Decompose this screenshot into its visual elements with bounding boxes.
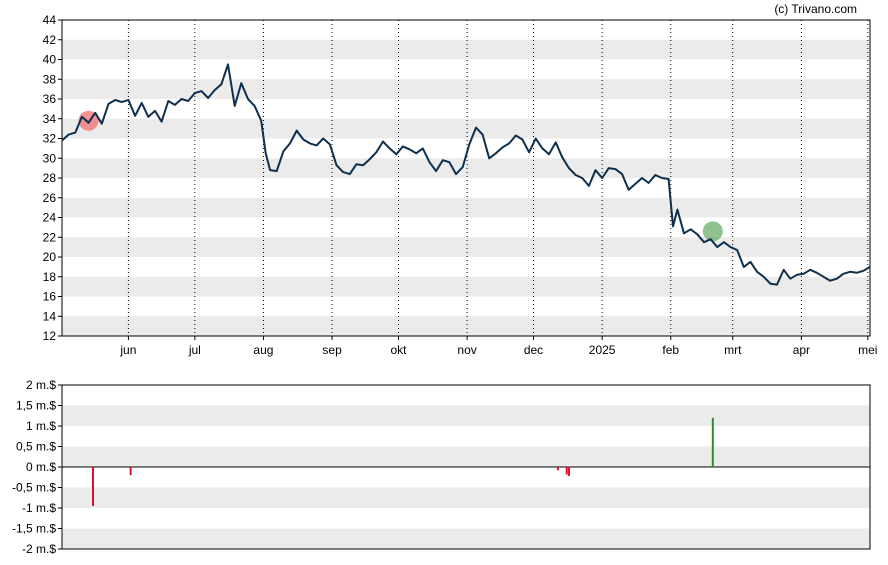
price-line [61,63,871,286]
volume-bars [91,417,714,506]
month-tick-label: sep [322,343,342,357]
month-tick-label: dec [524,343,543,357]
price-y-tick-label: 40 [43,53,57,67]
volume-y-tick-label: 0 m.$ [26,460,56,474]
volume-bands [62,405,870,549]
volume-band [62,528,870,549]
price-bands [62,39,870,336]
price-y-tick-label: 28 [43,171,57,185]
price-y-tick-label: 42 [43,33,57,47]
price-y-tick-label: 30 [43,151,57,165]
price-y-tick-label: 32 [43,132,57,146]
volume-y-tick-label: 0,5 m.$ [16,440,56,454]
month-tick-label: aug [253,343,273,357]
month-tick-label: mrt [724,343,742,357]
volume-y-tick-label: 1 m.$ [26,419,56,433]
month-tick-label: nov [457,343,476,357]
price-y-axis: 12 14 16 18 20 22 24 26 28 30 32 34 36 38 40 42 44 [43,13,62,343]
month-axis: jun jul aug sep okt nov dec 2025 feb mrt apr mei [119,336,877,357]
price-y-tick-label: 20 [43,250,57,264]
price-band [62,197,870,218]
price-band [62,118,870,139]
month-tick-label: jul [188,343,201,357]
volume-band [62,487,870,508]
volume-y-tick-label: 1,5 m.$ [16,399,56,413]
volume-y-tick-label: -0,5 m.$ [12,481,56,495]
price-band [62,276,870,297]
volume-y-tick-label: -1 m.$ [22,501,56,515]
price-series [61,63,871,286]
month-tick-label: jun [119,343,136,357]
price-band [62,158,870,178]
price-y-tick-label: 12 [43,329,57,343]
volume-plot-frame [61,384,871,550]
month-tick-label: okt [390,343,407,357]
month-tick-label: 2025 [589,343,616,357]
price-y-tick-label: 44 [43,13,57,27]
price-month-gridlines [127,20,869,336]
price-y-tick-label: 14 [43,309,57,323]
price-y-tick-label: 24 [43,211,57,225]
price-y-tick-label: 36 [43,92,57,106]
price-band [62,79,870,99]
month-tick-label: mei [858,343,877,357]
price-plot-frame [61,19,871,337]
credit-label: (c) Trivano.com [774,2,857,16]
price-y-tick-label: 34 [43,112,57,126]
volume-band [62,405,870,426]
price-y-tick-label: 26 [43,191,57,205]
volume-y-tick-label: -1,5 m.$ [12,522,56,536]
price-band [62,39,870,60]
price-band [62,316,870,336]
month-tick-label: apr [793,343,810,357]
buy-marker [702,221,723,242]
price-band [62,237,870,257]
month-tick-label: feb [662,343,679,357]
volume-band [62,446,870,467]
price-y-tick-label: 22 [43,230,57,244]
volume-y-tick-label: 2 m.$ [26,378,56,392]
price-y-tick-label: 16 [43,290,57,304]
price-y-tick-label: 18 [43,270,57,284]
price-y-tick-label: 38 [43,72,57,86]
volume-y-tick-label: -2 m.$ [22,542,56,556]
volume-y-axis: 2 m.$ 1,5 m.$ 1 m.$ 0,5 m.$ 0 m.$ -0,5 m.$ -1 … [12,378,62,556]
